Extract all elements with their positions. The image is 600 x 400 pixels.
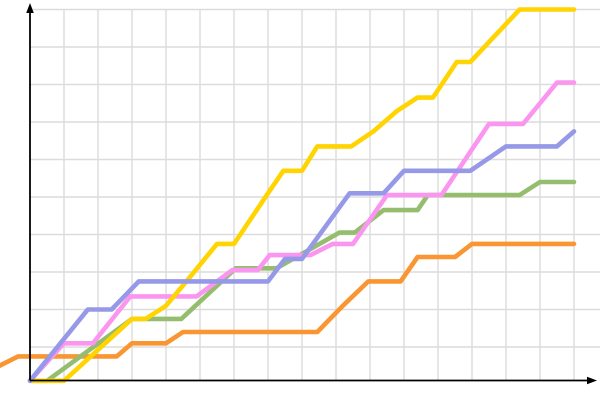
x-axis-arrow-icon — [587, 376, 597, 385]
series-line-pink — [27, 80, 577, 384]
y-axis-arrow-icon — [26, 3, 34, 13]
series-line-gold — [27, 7, 577, 384]
series-line-blue — [27, 129, 577, 384]
series-line-orange — [0, 241, 577, 369]
